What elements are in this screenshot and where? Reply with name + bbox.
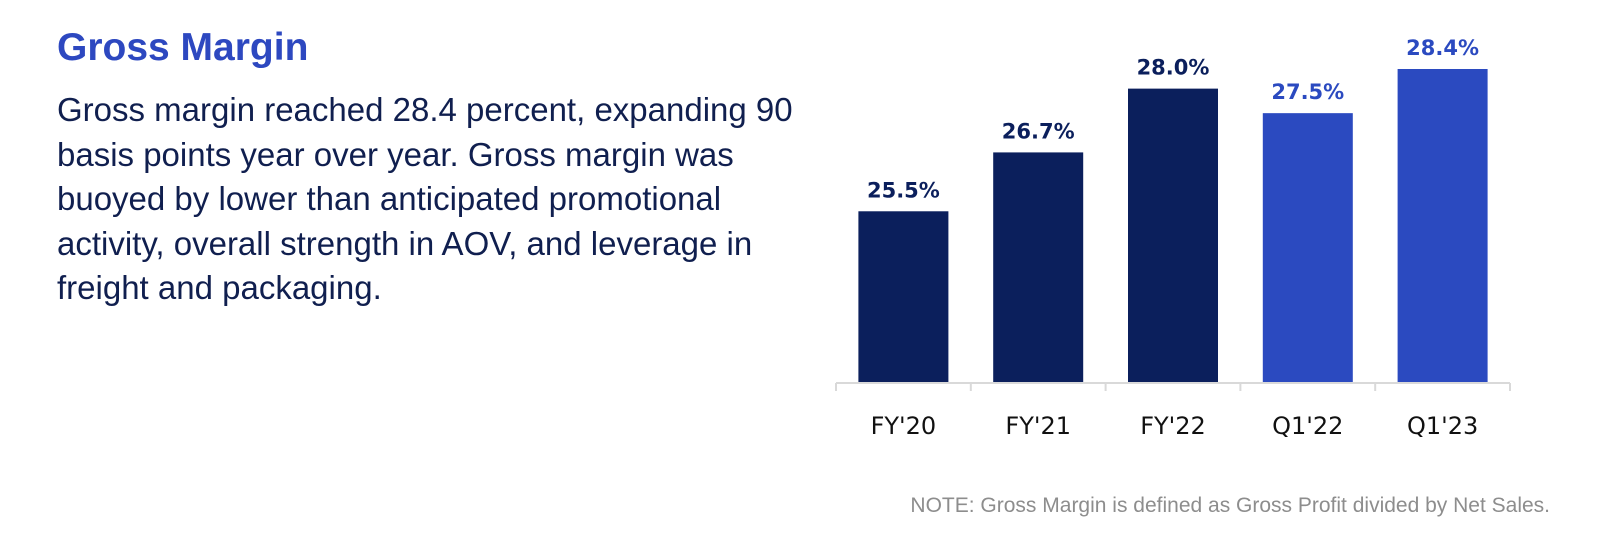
data-label: 28.4% bbox=[1406, 36, 1479, 60]
x-axis-ticks bbox=[835, 383, 1511, 391]
description-text: Gross margin reached 28.4 percent, expan… bbox=[57, 91, 793, 306]
bar-fy20 bbox=[858, 211, 949, 383]
x-tick-label: FY'22 bbox=[1140, 412, 1206, 440]
x-tick-label: Q1'22 bbox=[1272, 412, 1343, 440]
footnote: NOTE: Gross Margin is defined as Gross P… bbox=[910, 494, 1550, 517]
data-label: 28.0% bbox=[1137, 56, 1210, 80]
bar-q123 bbox=[1397, 69, 1488, 383]
bars-group bbox=[858, 69, 1488, 383]
bar-fy21 bbox=[993, 152, 1084, 383]
data-label: 26.7% bbox=[1002, 119, 1075, 143]
page-title: Gross Margin bbox=[57, 26, 309, 69]
data-labels-group: 25.5% 26.7% 28.0% 27.5% 28.4% bbox=[867, 36, 1479, 202]
x-tick-label: Q1'23 bbox=[1407, 412, 1478, 440]
bar-fy22 bbox=[1128, 88, 1218, 383]
x-tick-label: FY'21 bbox=[1005, 412, 1071, 440]
data-label: 27.5% bbox=[1271, 80, 1344, 104]
x-axis-labels-group: FY'20 FY'21 FY'22 Q1'22 Q1'23 bbox=[871, 412, 1479, 440]
data-label: 25.5% bbox=[867, 178, 940, 202]
gross-margin-bar-chart: 25.5%26.7%28.0%27.5%28.4% FY'20 FY'21 FY'2… bbox=[835, 36, 1511, 440]
bar-q122 bbox=[1262, 113, 1353, 383]
x-tick-label: FY'20 bbox=[871, 412, 937, 440]
